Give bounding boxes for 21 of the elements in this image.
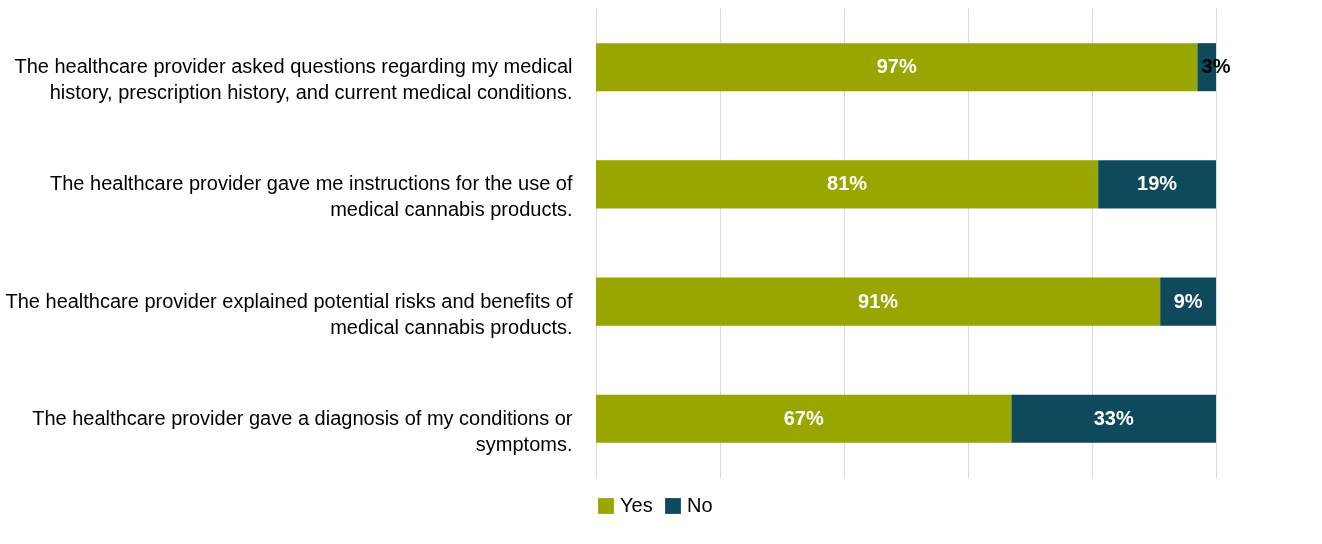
legend-label: No bbox=[687, 494, 713, 516]
data-label: 3% bbox=[1201, 55, 1231, 78]
data-label: 97% bbox=[876, 55, 917, 78]
data-label: 91% bbox=[858, 289, 899, 312]
bar bbox=[596, 277, 1161, 326]
bar bbox=[1011, 394, 1216, 443]
data-label: 9% bbox=[1173, 289, 1203, 312]
bar bbox=[596, 160, 1099, 209]
bar bbox=[596, 394, 1012, 443]
y-tick-label: The healthcare provider gave a diagnosis of my conditions or symptoms. bbox=[32, 406, 573, 455]
bar bbox=[1098, 160, 1216, 209]
legend-label: Yes bbox=[620, 494, 653, 516]
bar bbox=[596, 43, 1198, 92]
data-label: 81% bbox=[827, 172, 868, 195]
data-label: 67% bbox=[783, 406, 824, 429]
bar bbox=[1160, 277, 1216, 326]
data-label: 33% bbox=[1093, 406, 1134, 429]
data-label: 19% bbox=[1137, 172, 1178, 195]
y-tick-label: The healthcare provider asked questions regarding my medical history, prescription history, and current medical conditions. bbox=[14, 55, 573, 104]
y-tick-label: The healthcare provider explained potential risks and benefits of medical cannabis products. bbox=[5, 289, 573, 338]
y-tick-label: The healthcare provider gave me instructions for the use of medical cannabis products. bbox=[50, 172, 573, 221]
